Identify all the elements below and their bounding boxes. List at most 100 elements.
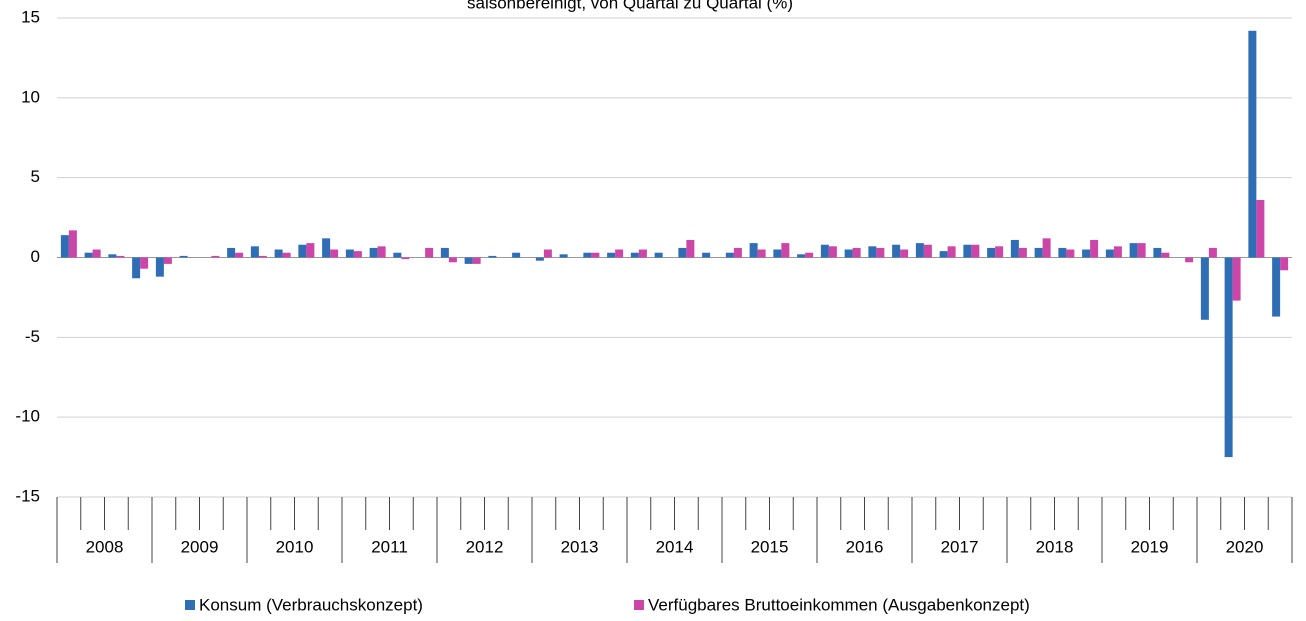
bar	[512, 252, 521, 258]
bar	[1105, 249, 1114, 258]
bar	[1248, 30, 1257, 258]
bar	[1066, 249, 1075, 258]
bar	[1208, 247, 1217, 258]
bar	[1082, 249, 1091, 258]
bar	[440, 247, 449, 258]
x-tick-label: 2010	[276, 537, 314, 556]
x-tick-label: 2020	[1226, 537, 1264, 556]
bar	[733, 247, 742, 258]
bar	[140, 257, 149, 269]
bar	[258, 255, 267, 258]
bar	[401, 257, 410, 260]
bar	[84, 252, 93, 258]
bar	[282, 252, 291, 258]
x-tick-label: 2018	[1036, 537, 1074, 556]
bar	[1224, 257, 1233, 458]
bar	[995, 246, 1004, 258]
bar	[464, 257, 473, 264]
bar	[923, 244, 932, 258]
bar	[630, 252, 639, 258]
bar	[805, 252, 814, 258]
bar	[535, 257, 544, 261]
x-tick-label: 2019	[1131, 537, 1169, 556]
bar	[892, 244, 901, 258]
bar	[1232, 257, 1241, 301]
bar	[1034, 247, 1043, 258]
chart-subtitle: saisonbereinigt, von Quartal zu Quartal …	[467, 0, 793, 12]
bar	[353, 251, 362, 258]
bar	[1256, 200, 1265, 258]
bar	[820, 244, 829, 258]
y-tick-label: 5	[31, 167, 40, 186]
bar	[852, 247, 861, 258]
x-tick-label: 2017	[941, 537, 979, 556]
bar	[1137, 243, 1146, 258]
bar	[425, 247, 434, 258]
x-tick-label: 2014	[656, 537, 694, 556]
bar	[591, 252, 600, 258]
bar	[250, 246, 259, 258]
bar	[1280, 257, 1289, 271]
bar	[132, 257, 141, 279]
bar	[1113, 246, 1122, 258]
bar	[828, 246, 837, 258]
bar	[92, 249, 101, 258]
bar	[963, 244, 972, 258]
x-tick-label: 2015	[751, 537, 789, 556]
bar	[781, 243, 790, 258]
y-tick-label: -15	[15, 486, 40, 505]
bar	[543, 249, 552, 258]
y-tick-label: 0	[31, 247, 40, 266]
bar	[155, 257, 164, 277]
bar	[227, 247, 236, 258]
bar	[1018, 247, 1027, 258]
bar	[1058, 247, 1067, 258]
y-tick-label: -10	[15, 407, 40, 426]
bar	[607, 252, 616, 258]
bar	[163, 257, 172, 264]
bar	[472, 257, 481, 264]
y-tick-label: -5	[25, 327, 40, 346]
bar	[971, 244, 980, 258]
bar	[559, 254, 568, 258]
bar	[939, 251, 948, 258]
bar	[108, 254, 117, 258]
x-tick-label: 2016	[846, 537, 884, 556]
bar	[1042, 238, 1051, 258]
bar	[322, 238, 331, 258]
y-tick-label: 15	[21, 7, 40, 26]
bar	[1153, 247, 1162, 258]
bar	[900, 249, 909, 258]
x-tick-label: 2009	[181, 537, 219, 556]
bar	[298, 244, 307, 258]
bar	[844, 249, 853, 258]
bar	[725, 252, 734, 258]
bar	[179, 255, 188, 258]
bar	[686, 239, 695, 258]
bar	[1010, 239, 1019, 258]
bar	[306, 243, 315, 258]
bar	[1200, 257, 1209, 320]
bar	[678, 247, 687, 258]
x-tick-label: 2008	[86, 537, 124, 556]
legend-label: Konsum (Verbrauchskonzept)	[199, 595, 423, 614]
bar	[947, 246, 956, 258]
bar	[654, 252, 663, 258]
bar	[987, 247, 996, 258]
bar	[638, 249, 647, 258]
bar	[615, 249, 624, 258]
bar	[797, 254, 806, 258]
bar	[377, 246, 386, 258]
bar	[235, 252, 244, 258]
bar	[749, 243, 758, 258]
bar	[1161, 252, 1170, 258]
bar	[345, 249, 354, 258]
bar	[757, 249, 766, 258]
bar	[1090, 239, 1099, 258]
bar	[393, 252, 402, 258]
bar	[274, 249, 283, 258]
bar	[1185, 257, 1194, 263]
x-tick-label: 2012	[466, 537, 504, 556]
x-tick-label: 2011	[371, 537, 408, 556]
